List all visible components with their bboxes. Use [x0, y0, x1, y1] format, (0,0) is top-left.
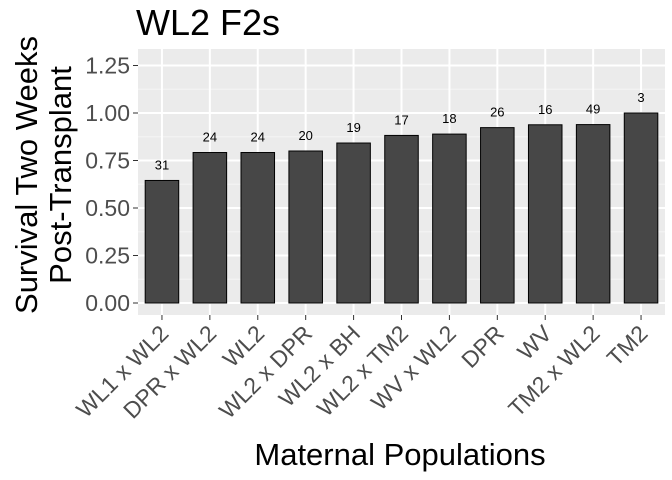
y-axis: 0.00 0.25 0.50 0.75 1.00 1.25 — [85, 53, 138, 316]
bar — [144, 179, 180, 304]
y-tick-label: 0.00 — [85, 290, 130, 316]
x-tick-label: TM2 — [602, 320, 653, 371]
y-tick-label: 0.75 — [85, 148, 130, 174]
bar — [432, 133, 467, 304]
bar-count-label: 3 — [637, 90, 644, 105]
chart-title: WL2 F2s — [136, 2, 280, 43]
bar — [384, 134, 419, 304]
x-tick-label: TM2 x WL2 — [503, 320, 605, 422]
bar-count-label: 20 — [298, 128, 312, 143]
bar-count-label: 24 — [203, 130, 217, 145]
bar — [288, 150, 323, 304]
x-tick-label: DPR — [456, 320, 509, 373]
bar — [192, 152, 228, 304]
y-axis-label-line-2: Post-Transplant — [43, 66, 78, 284]
bar-count-label: 18 — [442, 111, 456, 126]
bar-count-label: 31 — [155, 157, 169, 172]
bar — [623, 112, 659, 304]
data-labels: 31 24 24 20 19 17 18 26 16 49 3 — [155, 90, 645, 172]
y-axis-label: Survival Two Weeks Post-Transplant — [9, 36, 78, 314]
bar-count-label: 26 — [490, 105, 504, 120]
bar-count-label: 24 — [251, 130, 265, 145]
bar-count-label: 19 — [346, 120, 360, 135]
y-axis-label-line-1: Survival Two Weeks — [9, 36, 44, 314]
bars — [144, 112, 659, 304]
bar — [336, 142, 371, 304]
y-tick-label: 0.25 — [85, 243, 130, 269]
bar — [575, 124, 611, 304]
bar-count-label: 49 — [586, 102, 600, 117]
bar-count-label: 16 — [538, 102, 552, 117]
y-tick-label: 1.25 — [85, 53, 130, 79]
y-tick-label: 1.00 — [85, 100, 130, 126]
bar — [527, 124, 563, 304]
x-axis-label: Maternal Populations — [254, 437, 545, 472]
bar-count-label: 17 — [394, 112, 408, 127]
bar — [480, 127, 515, 304]
y-tick-label: 0.50 — [85, 195, 130, 221]
bar — [240, 152, 276, 304]
